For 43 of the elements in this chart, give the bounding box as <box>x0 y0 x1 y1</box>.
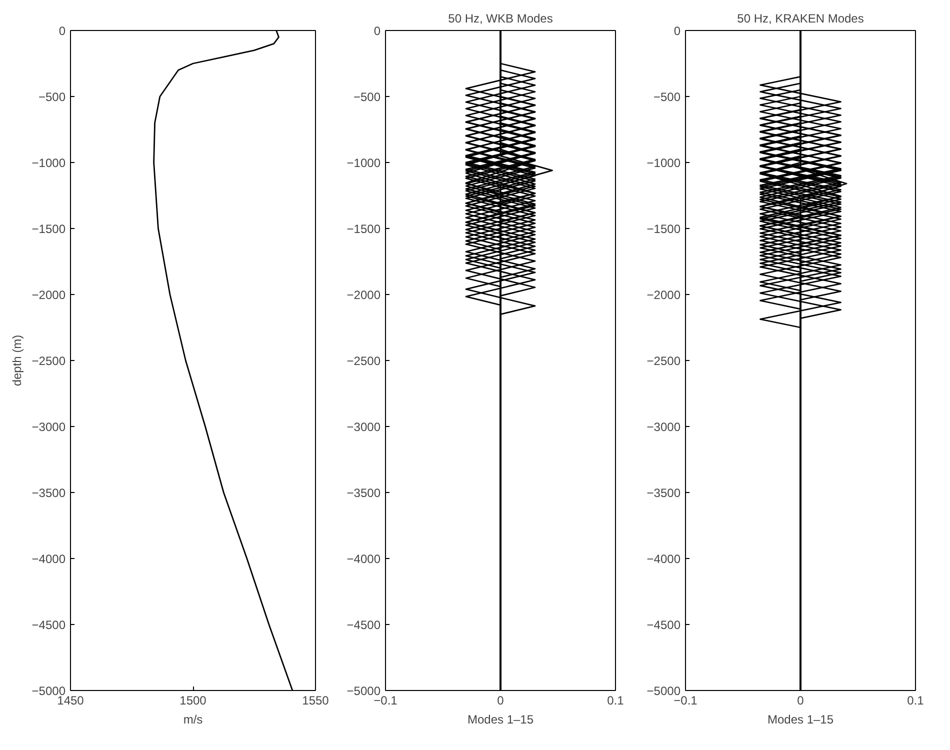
x-tick-label: 0.1 <box>907 694 924 708</box>
chart-title: 50 Hz, KRAKEN Modes <box>737 12 864 26</box>
x-axis-title: m/s <box>183 712 203 726</box>
y-tick-label: 0 <box>374 24 381 38</box>
y-tick-label: −3000 <box>32 420 66 434</box>
y-tick-label: 0 <box>58 24 66 38</box>
y-tick-label: −4500 <box>32 618 66 632</box>
y-tick-label: 0 <box>674 24 681 38</box>
y-tick-label: −4500 <box>346 618 381 632</box>
x-tick-label: 0.1 <box>607 694 624 708</box>
y-tick-label: −1000 <box>346 156 381 170</box>
y-tick-label: −3000 <box>346 420 381 434</box>
y-tick-label: −500 <box>38 90 66 104</box>
y-tick-label: −2000 <box>646 288 681 302</box>
y-tick-label: −500 <box>653 90 681 104</box>
y-tick-label: −2500 <box>346 354 381 368</box>
y-tick-label: −4000 <box>646 552 681 566</box>
x-tick-label: 1500 <box>180 694 207 708</box>
x-tick-label: 0 <box>797 694 804 708</box>
y-tick-label: −3000 <box>646 420 681 434</box>
y-tick-label: −2500 <box>32 354 66 368</box>
y-tick-label: −1500 <box>346 222 381 236</box>
x-tick-label: 1450 <box>57 694 84 708</box>
x-axis-title: Modes 1–15 <box>467 712 534 726</box>
y-tick-label: −4000 <box>346 552 381 566</box>
chart-title: 50 Hz, WKB Modes <box>448 12 553 26</box>
y-tick-label: −4500 <box>646 618 681 632</box>
y-tick-label: −3500 <box>346 486 381 500</box>
y-tick-label: −2500 <box>646 354 681 368</box>
x-tick-label: 1550 <box>302 694 330 708</box>
y-tick-label: −1000 <box>646 156 681 170</box>
y-axis-title: depth (m) <box>10 334 24 386</box>
x-axis-title: Modes 1–15 <box>767 712 834 726</box>
y-tick-label: −1500 <box>646 222 681 236</box>
y-tick-label: −2000 <box>346 288 381 302</box>
y-tick-label: −4000 <box>32 552 66 566</box>
y-tick-label: −3500 <box>32 486 66 500</box>
y-tick-label: −1500 <box>32 222 66 236</box>
x-tick-label: 0 <box>497 694 504 708</box>
y-tick-label: −3500 <box>646 486 681 500</box>
y-tick-label: −2000 <box>32 288 66 302</box>
y-tick-label: −1000 <box>32 156 66 170</box>
y-tick-label: −500 <box>353 90 381 104</box>
